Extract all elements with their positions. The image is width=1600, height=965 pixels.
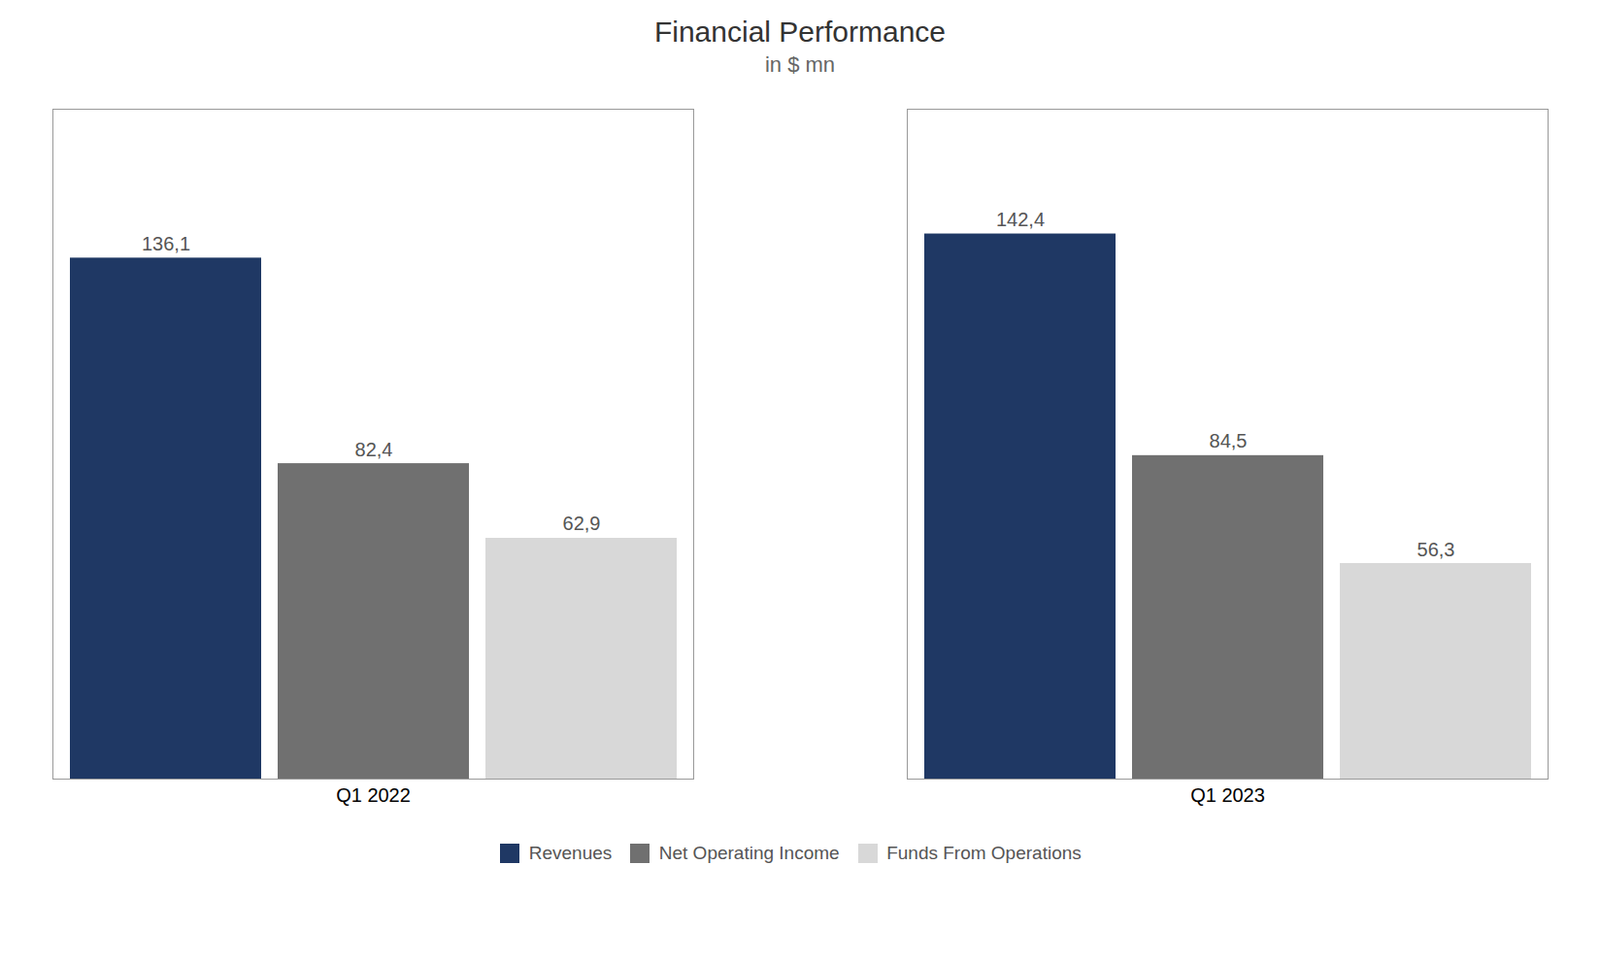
svg-text:84,5: 84,5	[1209, 430, 1248, 452]
svg-text:62,9: 62,9	[563, 512, 601, 534]
svg-text:56,3: 56,3	[1417, 538, 1456, 561]
html-text:Financial Performance: Financial Performance	[654, 15, 946, 48]
html-text:Revenues: Revenues	[528, 842, 612, 863]
svg-text:Q1 2022: Q1 2022	[335, 784, 411, 806]
html-text:Funds From Operations: Funds From Operations	[886, 842, 1082, 863]
html-text:Net Operating Income: Net Operating Income	[659, 842, 840, 863]
svg-text:Q1 2023: Q1 2023	[1190, 784, 1266, 806]
svg-text:82,4: 82,4	[355, 438, 394, 461]
svg-text:136,1: 136,1	[141, 233, 191, 255]
svg-text:142,4: 142,4	[996, 208, 1045, 231]
html-text:in $ mn: in $ mn	[764, 52, 836, 77]
